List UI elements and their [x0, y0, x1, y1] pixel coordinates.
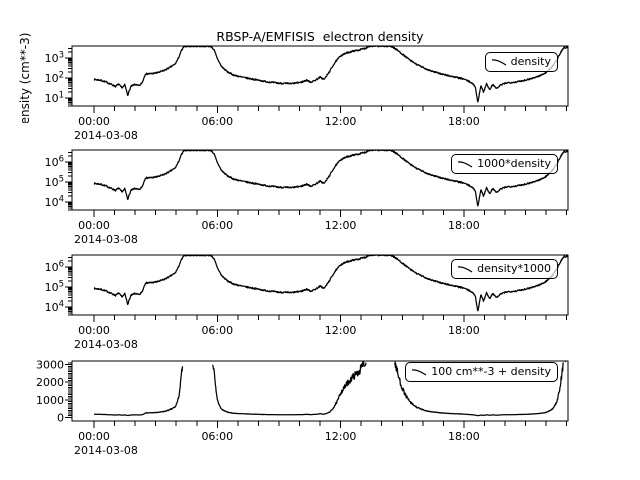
- svg-text:106: 106: [45, 155, 64, 170]
- svg-text:12:00: 12:00: [325, 324, 357, 337]
- svg-text:00:00: 00:00: [78, 324, 110, 337]
- svg-text:12:00: 12:00: [325, 430, 357, 443]
- legend-label: density*1000: [477, 262, 551, 275]
- svg-text:2000: 2000: [36, 376, 64, 389]
- legend-label: density: [510, 55, 551, 68]
- svg-text:102: 102: [45, 71, 64, 86]
- svg-text:1000: 1000: [36, 394, 64, 407]
- svg-text:06:00: 06:00: [201, 115, 233, 128]
- legend-panel-2: 1000*density: [451, 154, 558, 174]
- svg-text:101: 101: [45, 91, 64, 106]
- svg-text:2014-03-08: 2014-03-08: [74, 444, 138, 457]
- legend-line-icon: [458, 266, 473, 273]
- legend-line-icon: [412, 369, 427, 376]
- svg-text:106: 106: [45, 260, 64, 275]
- svg-text:06:00: 06:00: [201, 324, 233, 337]
- svg-text:00:00: 00:00: [78, 219, 110, 232]
- legend-label: 1000*density: [477, 157, 551, 170]
- legend-panel-4: 100 cm**-3 + density: [405, 362, 558, 382]
- svg-text:00:00: 00:00: [78, 430, 110, 443]
- svg-text:104: 104: [45, 195, 64, 210]
- svg-text:06:00: 06:00: [201, 430, 233, 443]
- svg-text:105: 105: [45, 175, 64, 190]
- svg-text:2014-03-08: 2014-03-08: [74, 338, 138, 351]
- legend-label: 100 cm**-3 + density: [431, 365, 551, 378]
- svg-text:18:00: 18:00: [448, 430, 480, 443]
- legend-panel-3: density*1000: [451, 259, 558, 279]
- y-axis-label-clip: density (cm**-3): [16, 20, 38, 123]
- y-axis-label: density (cm**-3): [18, 32, 32, 123]
- svg-text:06:00: 06:00: [201, 219, 233, 232]
- svg-text:2014-03-08: 2014-03-08: [74, 233, 138, 246]
- legend-line-icon: [491, 59, 507, 66]
- svg-text:103: 103: [45, 51, 64, 66]
- svg-text:12:00: 12:00: [325, 115, 357, 128]
- svg-text:12:00: 12:00: [325, 219, 357, 232]
- svg-text:00:00: 00:00: [78, 115, 110, 128]
- chart-title: RBSP-A/EMFISIS electron density: [216, 29, 424, 44]
- svg-text:18:00: 18:00: [448, 115, 480, 128]
- svg-text:104: 104: [45, 300, 64, 315]
- legend-line-icon: [458, 161, 473, 168]
- svg-text:2014-03-08: 2014-03-08: [74, 129, 138, 142]
- svg-text:105: 105: [45, 280, 64, 295]
- svg-text:18:00: 18:00: [448, 219, 480, 232]
- svg-text:18:00: 18:00: [448, 324, 480, 337]
- svg-text:0: 0: [57, 411, 64, 424]
- legend-panel-1: density: [484, 52, 558, 72]
- svg-text:3000: 3000: [36, 359, 64, 372]
